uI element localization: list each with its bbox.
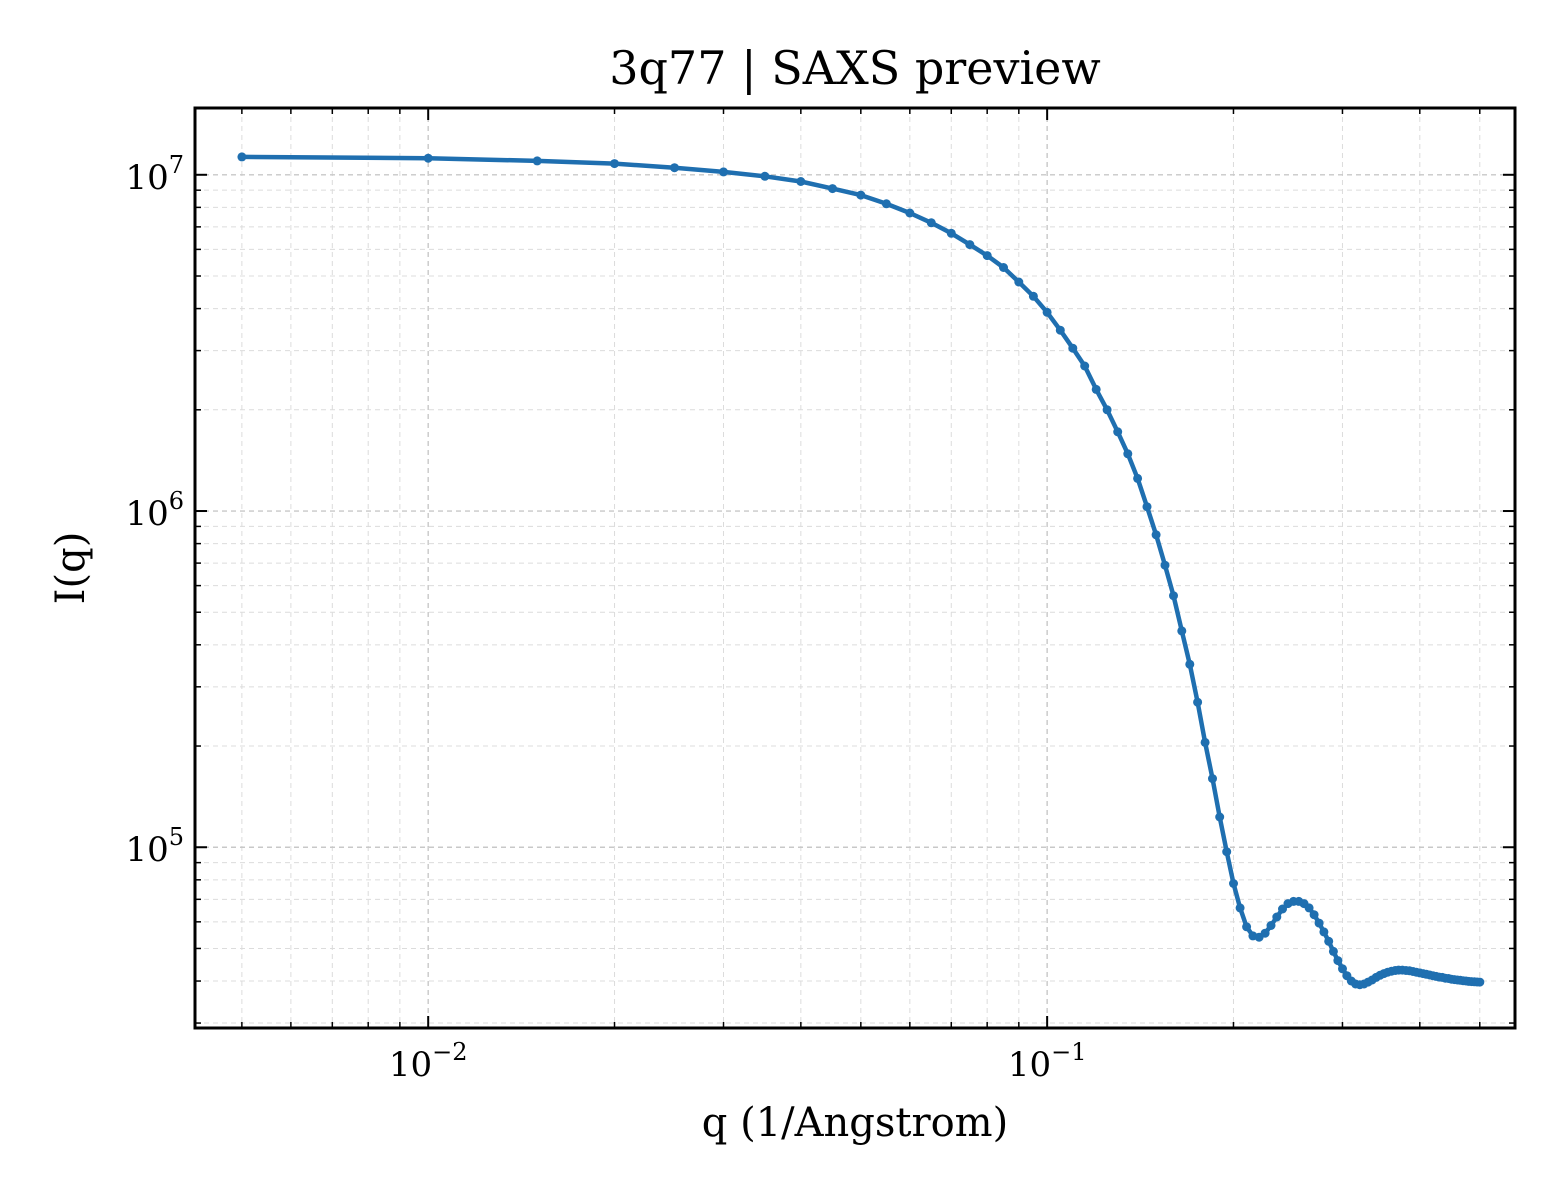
plot-frame bbox=[193, 106, 1517, 1030]
chart-title: 3q77 | SAXS preview bbox=[609, 41, 1101, 95]
data-point bbox=[1185, 659, 1195, 669]
data-point bbox=[1169, 591, 1178, 601]
y-tick-label: 107 bbox=[125, 151, 184, 198]
data-point bbox=[1160, 560, 1170, 570]
data-point bbox=[1266, 921, 1276, 930]
data-point bbox=[1080, 361, 1090, 371]
x-tick-label: 10−1 bbox=[1008, 1038, 1087, 1085]
data-point bbox=[1272, 912, 1282, 922]
data-point bbox=[1314, 918, 1324, 928]
data-point bbox=[946, 228, 956, 238]
data-point bbox=[1028, 291, 1038, 301]
data-point bbox=[1102, 405, 1112, 415]
y-tick-label: 105 bbox=[125, 823, 184, 870]
data-point bbox=[1304, 903, 1314, 913]
y-axis-label: I(q) bbox=[48, 532, 94, 605]
data-point bbox=[1042, 307, 1052, 317]
data-point bbox=[1208, 774, 1217, 784]
data-point bbox=[828, 184, 837, 194]
data-point bbox=[1242, 922, 1252, 932]
data-point bbox=[1193, 697, 1203, 707]
tick-labels: 10−2 10−1 105 106 107 bbox=[125, 151, 1086, 1085]
major-grid bbox=[195, 108, 1515, 1028]
data-point bbox=[1328, 946, 1338, 956]
data-point bbox=[1200, 737, 1210, 747]
data-point bbox=[1222, 847, 1232, 857]
data-point bbox=[1309, 910, 1319, 920]
data-point bbox=[1151, 530, 1161, 540]
y-tick-label: 106 bbox=[125, 487, 184, 534]
data-point bbox=[1229, 879, 1238, 888]
data-point bbox=[1142, 502, 1152, 512]
data-point bbox=[1235, 903, 1245, 913]
minor-grid bbox=[195, 108, 1515, 1028]
data-point bbox=[905, 208, 915, 218]
data-point bbox=[237, 152, 247, 162]
data-point bbox=[423, 153, 433, 163]
x-tick-label: 10−2 bbox=[389, 1038, 468, 1085]
data-point bbox=[1333, 956, 1343, 966]
x-axis-label: q (1/Angstrom) bbox=[702, 1100, 1008, 1146]
data-point bbox=[1014, 277, 1024, 287]
data-point bbox=[1260, 928, 1270, 938]
data-point bbox=[1324, 936, 1334, 946]
data-point bbox=[1091, 384, 1101, 394]
data-point bbox=[1319, 927, 1329, 937]
data-point bbox=[1113, 427, 1123, 437]
data-point bbox=[719, 167, 728, 177]
data-point bbox=[532, 156, 542, 166]
data-point bbox=[1278, 904, 1287, 914]
data-point bbox=[1123, 449, 1133, 459]
data-point bbox=[926, 218, 936, 228]
data-point bbox=[1475, 977, 1485, 987]
data-point bbox=[1133, 473, 1143, 483]
data-point bbox=[1338, 964, 1347, 974]
data-point bbox=[610, 159, 619, 169]
data-point bbox=[999, 263, 1008, 272]
data-point bbox=[881, 199, 891, 209]
data-point bbox=[856, 190, 866, 200]
data-point bbox=[965, 240, 975, 250]
data-point bbox=[1055, 325, 1065, 335]
data-point bbox=[670, 163, 679, 173]
data-point bbox=[1068, 343, 1078, 353]
data-point bbox=[760, 171, 770, 181]
data-point bbox=[1177, 626, 1187, 636]
data-point bbox=[796, 177, 806, 186]
series-group bbox=[237, 152, 1485, 990]
data-point bbox=[1215, 812, 1225, 822]
data-point bbox=[982, 251, 992, 261]
